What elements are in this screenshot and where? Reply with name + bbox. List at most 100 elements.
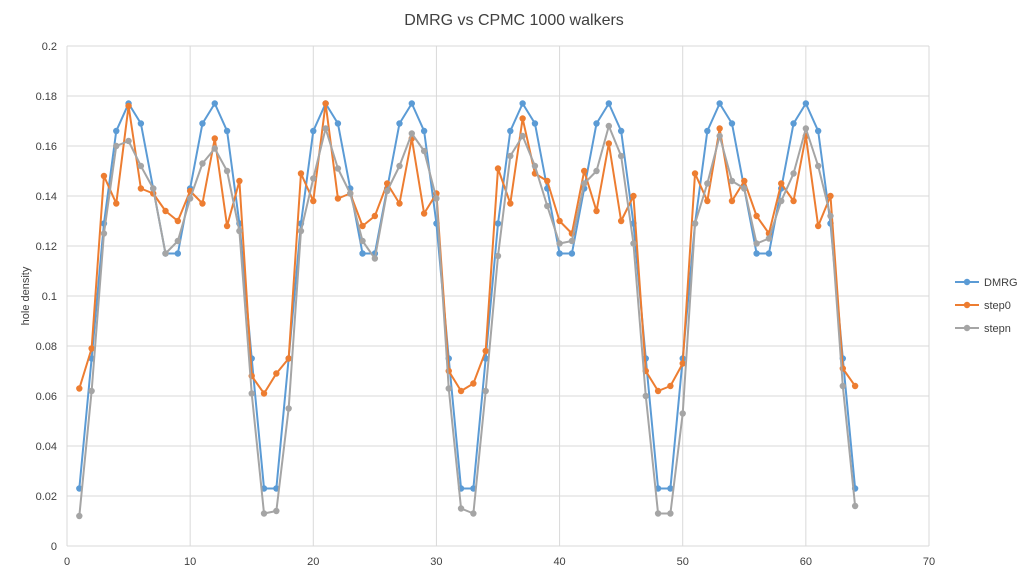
x-tick-label: 0 xyxy=(64,556,70,568)
data-point-DMRG xyxy=(765,250,773,257)
data-point-step0 xyxy=(851,382,859,390)
data-point-step0 xyxy=(814,222,822,230)
y-tick-label: 0.12 xyxy=(36,241,57,253)
data-point-stepn xyxy=(297,227,305,235)
data-point-step0 xyxy=(753,212,760,220)
legend-item-DMRG: DMRG xyxy=(955,277,1018,289)
data-point-DMRG xyxy=(507,127,514,135)
data-point-step0 xyxy=(691,170,699,177)
data-point-step0 xyxy=(778,180,785,187)
data-point-stepn xyxy=(728,177,736,185)
y-tick-label: 0.18 xyxy=(36,91,57,103)
data-point-DMRG xyxy=(556,250,563,257)
data-point-step0 xyxy=(113,200,120,207)
data-point-DMRG xyxy=(310,127,317,135)
data-point-stepn xyxy=(396,162,403,170)
data-point-step0 xyxy=(76,385,83,392)
data-point-DMRG xyxy=(531,120,539,127)
data-point-step0 xyxy=(556,217,563,225)
data-point-step0 xyxy=(581,167,588,175)
data-point-step0 xyxy=(741,177,748,185)
y-tick-label: 0.1 xyxy=(42,291,57,303)
data-point-step0 xyxy=(827,192,834,200)
data-point-stepn xyxy=(704,180,711,187)
data-point-step0 xyxy=(679,360,686,367)
data-point-stepn xyxy=(137,162,145,170)
data-point-step0 xyxy=(273,370,280,377)
series-step0 xyxy=(76,100,859,397)
x-tick-label: 50 xyxy=(677,556,689,568)
data-point-step0 xyxy=(334,195,342,202)
data-point-step0 xyxy=(260,390,268,397)
data-point-stepn xyxy=(482,387,489,395)
data-point-step0 xyxy=(482,347,489,355)
data-point-stepn xyxy=(741,185,748,192)
data-point-DMRG xyxy=(728,120,736,127)
x-tick-label: 40 xyxy=(553,556,565,568)
legend-label: stepn xyxy=(984,323,1011,335)
y-tick-label: 0.04 xyxy=(36,441,57,453)
data-point-stepn xyxy=(568,237,576,245)
series-stepn xyxy=(76,122,859,520)
data-point-DMRG xyxy=(667,485,674,492)
data-point-stepn xyxy=(236,227,243,235)
data-point-stepn xyxy=(211,145,218,152)
data-point-stepn xyxy=(445,385,452,392)
legend-item-step0: step0 xyxy=(955,300,1011,312)
data-point-step0 xyxy=(211,135,218,142)
data-point-DMRG xyxy=(396,120,403,127)
chart-title: DMRG vs CPMC 1000 walkers xyxy=(404,12,624,29)
data-point-stepn xyxy=(765,235,773,242)
data-point-stepn xyxy=(408,130,415,137)
data-point-step0 xyxy=(704,197,711,205)
series-line-DMRG xyxy=(78,102,857,490)
data-point-step0 xyxy=(396,200,403,207)
data-point-step0 xyxy=(420,210,428,217)
data-point-stepn xyxy=(322,125,329,132)
data-point-stepn xyxy=(827,212,834,220)
data-point-DMRG xyxy=(568,250,576,257)
y-axis-label: hole density xyxy=(20,266,32,325)
data-point-DMRG xyxy=(814,127,822,135)
data-point-step0 xyxy=(605,140,613,147)
data-point-step0 xyxy=(654,387,662,395)
data-point-DMRG xyxy=(174,250,182,257)
data-point-step0 xyxy=(199,200,206,207)
data-point-DMRG xyxy=(593,120,600,127)
data-point-step0 xyxy=(383,180,391,187)
data-point-DMRG xyxy=(753,250,760,257)
data-point-stepn xyxy=(383,187,391,195)
data-point-stepn xyxy=(605,122,613,130)
data-point-step0 xyxy=(174,217,182,225)
axes: 0 0.02 0.04 0.06 0.08 0.1 0.12 0.14 0.16 0.18 0.2 0… xyxy=(36,41,936,568)
x-tick-label: 70 xyxy=(923,556,935,568)
data-point-stepn xyxy=(273,507,280,515)
data-point-stepn xyxy=(433,195,440,202)
data-point-stepn xyxy=(507,152,514,160)
data-point-DMRG xyxy=(605,100,613,107)
data-point-stepn xyxy=(199,160,206,167)
legend-label: DMRG xyxy=(984,277,1018,289)
data-point-DMRG xyxy=(334,120,342,127)
data-point-stepn xyxy=(457,505,465,512)
data-point-stepn xyxy=(544,202,551,210)
data-point-DMRG xyxy=(494,220,502,227)
data-point-stepn xyxy=(76,512,83,520)
data-point-stepn xyxy=(778,197,785,205)
data-point-stepn xyxy=(814,162,822,170)
data-point-DMRG xyxy=(716,100,723,107)
data-point-step0 xyxy=(125,102,132,110)
data-point-stepn xyxy=(790,170,797,177)
data-point-stepn xyxy=(420,147,428,155)
y-tick-label: 0.2 xyxy=(42,41,57,53)
data-point-stepn xyxy=(617,152,625,160)
y-tick-label: 0 xyxy=(51,541,57,553)
data-point-step0 xyxy=(162,207,169,215)
data-point-DMRG xyxy=(519,100,526,107)
data-point-stepn xyxy=(556,240,563,247)
data-point-stepn xyxy=(260,510,268,517)
data-point-stepn xyxy=(667,510,674,517)
data-point-stepn xyxy=(802,125,810,132)
data-point-step0 xyxy=(88,345,95,352)
data-point-step0 xyxy=(790,197,797,205)
